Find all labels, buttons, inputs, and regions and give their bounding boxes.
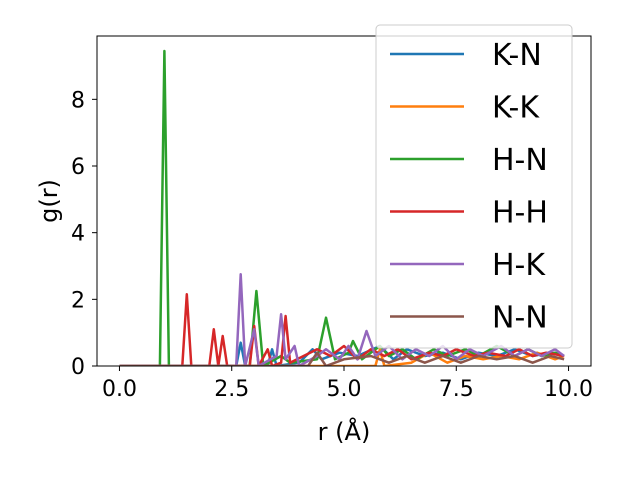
y-tick-label: 6	[71, 155, 85, 180]
y-axis-ticks: 0 2 4 6 8	[71, 88, 97, 380]
x-tick-label: 10.0	[544, 377, 593, 402]
x-tick-label: 0.0	[102, 377, 137, 402]
legend-label-k-n: K-N	[492, 38, 542, 73]
legend-label-n-n: N-N	[492, 301, 548, 336]
y-tick-label: 4	[71, 222, 85, 247]
x-tick-label: 2.5	[214, 377, 249, 402]
y-tick-label: 2	[71, 288, 85, 313]
series-line-n-n	[119, 351, 565, 366]
y-tick-label: 0	[71, 355, 85, 380]
legend-label-h-h: H-H	[492, 196, 548, 231]
x-axis-label: r (Å)	[318, 417, 371, 446]
y-axis-label: g(r)	[35, 179, 63, 223]
x-tick-label: 5.0	[327, 377, 362, 402]
series-line-h-n	[119, 49, 565, 366]
y-tick-label: 8	[71, 88, 85, 113]
legend-label-h-k: H-K	[492, 248, 546, 283]
series-line-h-h	[119, 293, 565, 366]
legend-label-k-k: K-K	[492, 91, 540, 126]
legend-label-h-n: H-N	[492, 143, 548, 178]
x-tick-label: 7.5	[439, 377, 474, 402]
legend: K-N K-K H-N H-H H-K N-N	[375, 24, 573, 349]
x-axis-ticks: 0.0 2.5 5.0 7.5 10.0	[102, 366, 593, 402]
